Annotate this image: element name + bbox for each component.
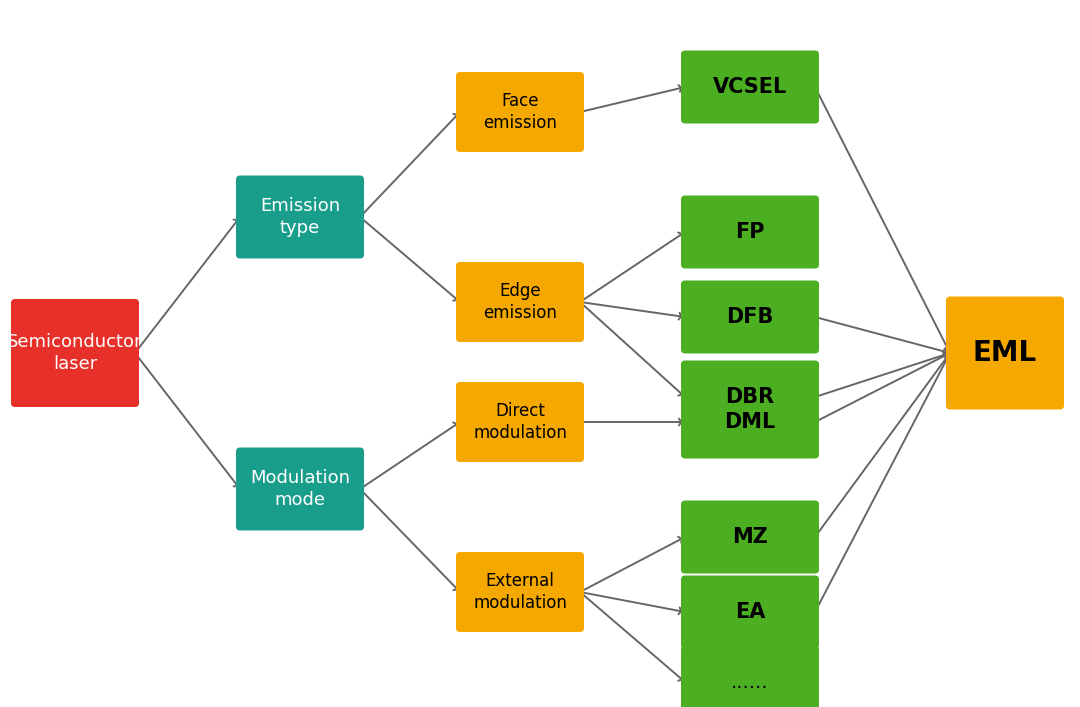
FancyBboxPatch shape (946, 296, 1064, 409)
Text: Emission
type: Emission type (260, 197, 340, 237)
FancyBboxPatch shape (681, 575, 819, 648)
FancyBboxPatch shape (237, 448, 364, 530)
Text: FP: FP (735, 222, 765, 242)
Text: EML: EML (973, 339, 1037, 367)
FancyBboxPatch shape (456, 382, 584, 462)
Text: EA: EA (734, 602, 766, 622)
FancyBboxPatch shape (681, 645, 819, 707)
Text: Face
emission: Face emission (483, 92, 557, 132)
Text: DML: DML (725, 412, 775, 432)
FancyBboxPatch shape (681, 196, 819, 269)
Text: Semiconductor
laser: Semiconductor laser (8, 333, 143, 373)
Text: MZ: MZ (732, 527, 768, 547)
Text: VCSEL: VCSEL (713, 77, 787, 97)
FancyBboxPatch shape (681, 50, 819, 124)
FancyBboxPatch shape (681, 501, 819, 573)
Text: Edge
emission: Edge emission (483, 282, 557, 322)
Text: DFB: DFB (727, 307, 773, 327)
Text: Direct
modulation: Direct modulation (473, 402, 567, 442)
FancyBboxPatch shape (11, 299, 139, 407)
Text: External
modulation: External modulation (473, 572, 567, 612)
Text: ......: ...... (731, 672, 769, 691)
Text: Modulation
mode: Modulation mode (249, 469, 350, 509)
FancyBboxPatch shape (681, 281, 819, 354)
FancyBboxPatch shape (456, 552, 584, 632)
Text: DBR: DBR (726, 387, 774, 407)
FancyBboxPatch shape (456, 262, 584, 342)
FancyBboxPatch shape (237, 175, 364, 259)
FancyBboxPatch shape (456, 72, 584, 152)
FancyBboxPatch shape (681, 385, 819, 459)
FancyBboxPatch shape (681, 361, 819, 433)
